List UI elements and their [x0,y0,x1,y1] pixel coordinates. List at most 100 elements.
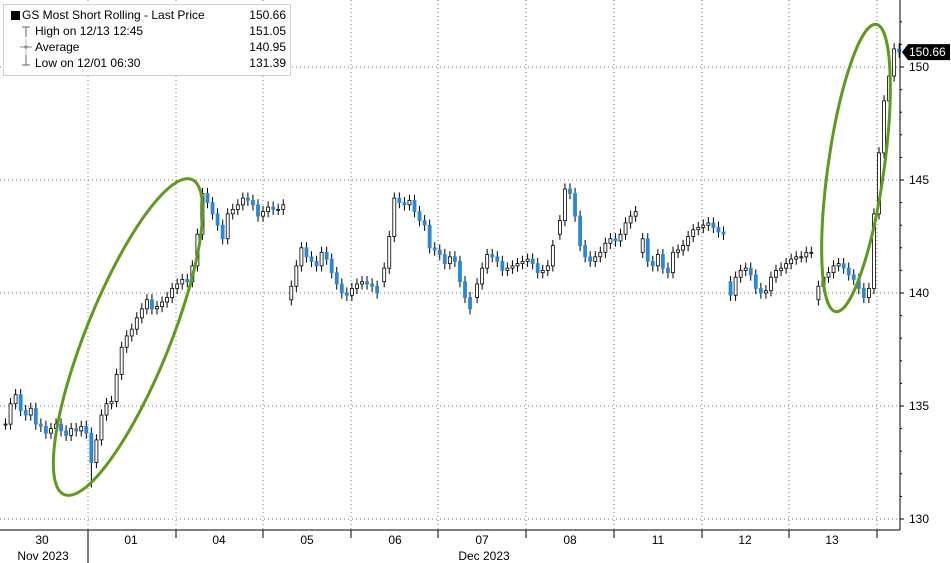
candle [427,219,432,254]
candle-body [676,249,680,253]
candle [603,237,608,258]
candle-body [706,222,711,226]
candle [134,312,139,335]
y-tick-label: 130 [909,512,929,526]
candle-body [711,222,716,228]
x-month-label: Dec 2023 [458,549,510,563]
candle-body [79,425,84,432]
candle-body [402,202,407,206]
candle-body [324,251,329,260]
candle-body [851,274,856,280]
candle-body [294,265,299,287]
candle [671,246,675,279]
candle [861,282,866,304]
candle-body [3,423,8,426]
candle-body [355,283,359,289]
candle [392,192,397,243]
candle [640,233,645,258]
candle-body [375,285,380,294]
candle-body [490,254,495,258]
candle-body [365,281,369,285]
candle [452,251,457,268]
candle-body [861,288,866,298]
candle [650,255,655,272]
candle-body [144,299,149,310]
candle-body [387,236,392,269]
candle-body [417,211,422,222]
candle-body [515,263,520,267]
last-price-tag-label: 150.66 [909,45,946,59]
candle [485,248,490,274]
candle-body [525,258,530,262]
candle [304,242,309,263]
candle [515,257,520,272]
candle-body [661,254,665,269]
candle [804,246,809,263]
candle-body [129,328,134,337]
candle-body [407,199,412,206]
candle [109,395,114,410]
highlight-ellipse-dec13 [820,22,892,314]
candle [623,217,628,240]
candle [711,217,716,234]
candle [261,205,265,222]
candle-body [437,249,442,255]
candle [816,280,821,306]
candle [230,203,235,220]
candle [500,255,505,277]
candle [568,183,572,200]
candle-body [319,251,324,267]
candle-body [251,199,255,206]
candle [613,233,618,247]
candle [235,199,240,216]
candle-body [753,274,758,289]
candle-body [769,276,773,292]
candle [375,280,380,299]
candle-body [640,238,645,253]
legend-series-title: GS Most Short Rolling - Last Price [22,8,205,22]
candle [841,257,846,274]
candle [458,255,462,288]
candle [743,262,748,277]
candle-body [608,238,613,244]
candle [49,422,53,439]
candle [33,402,38,430]
legend-box: GS Most Short Rolling - Last Price 150.6… [3,4,291,76]
candle [294,260,299,292]
candle-body [240,197,245,206]
legend-row-low: Low on 12/01 06:30 131.39 [4,55,290,71]
candle-body [175,283,180,289]
candle [558,215,562,240]
candle [447,251,452,270]
candle [480,262,485,290]
candle [520,255,525,270]
candle-body [789,258,794,265]
candle-body [89,432,94,463]
candle-body [794,256,799,260]
candle [210,196,215,220]
candle [563,183,567,227]
candle [799,251,804,263]
candle [3,418,8,430]
candle [365,276,369,290]
high-marker-icon [22,26,30,37]
candle-body [655,254,660,267]
candle [437,244,442,261]
candle-body [370,283,375,287]
candle [387,230,392,274]
candle [205,187,210,209]
candle-body [170,288,175,298]
candle-body [598,251,603,258]
candlestick-series [3,43,902,488]
candle-body [360,281,364,285]
candle-body [276,208,281,211]
candle [779,262,783,277]
candle-body [603,242,608,253]
candle-body [645,238,650,262]
candle-body [245,197,250,201]
candle-body [8,403,13,425]
candle [764,285,768,299]
candle [540,264,545,279]
candle-body [23,410,28,416]
candle [334,267,339,290]
